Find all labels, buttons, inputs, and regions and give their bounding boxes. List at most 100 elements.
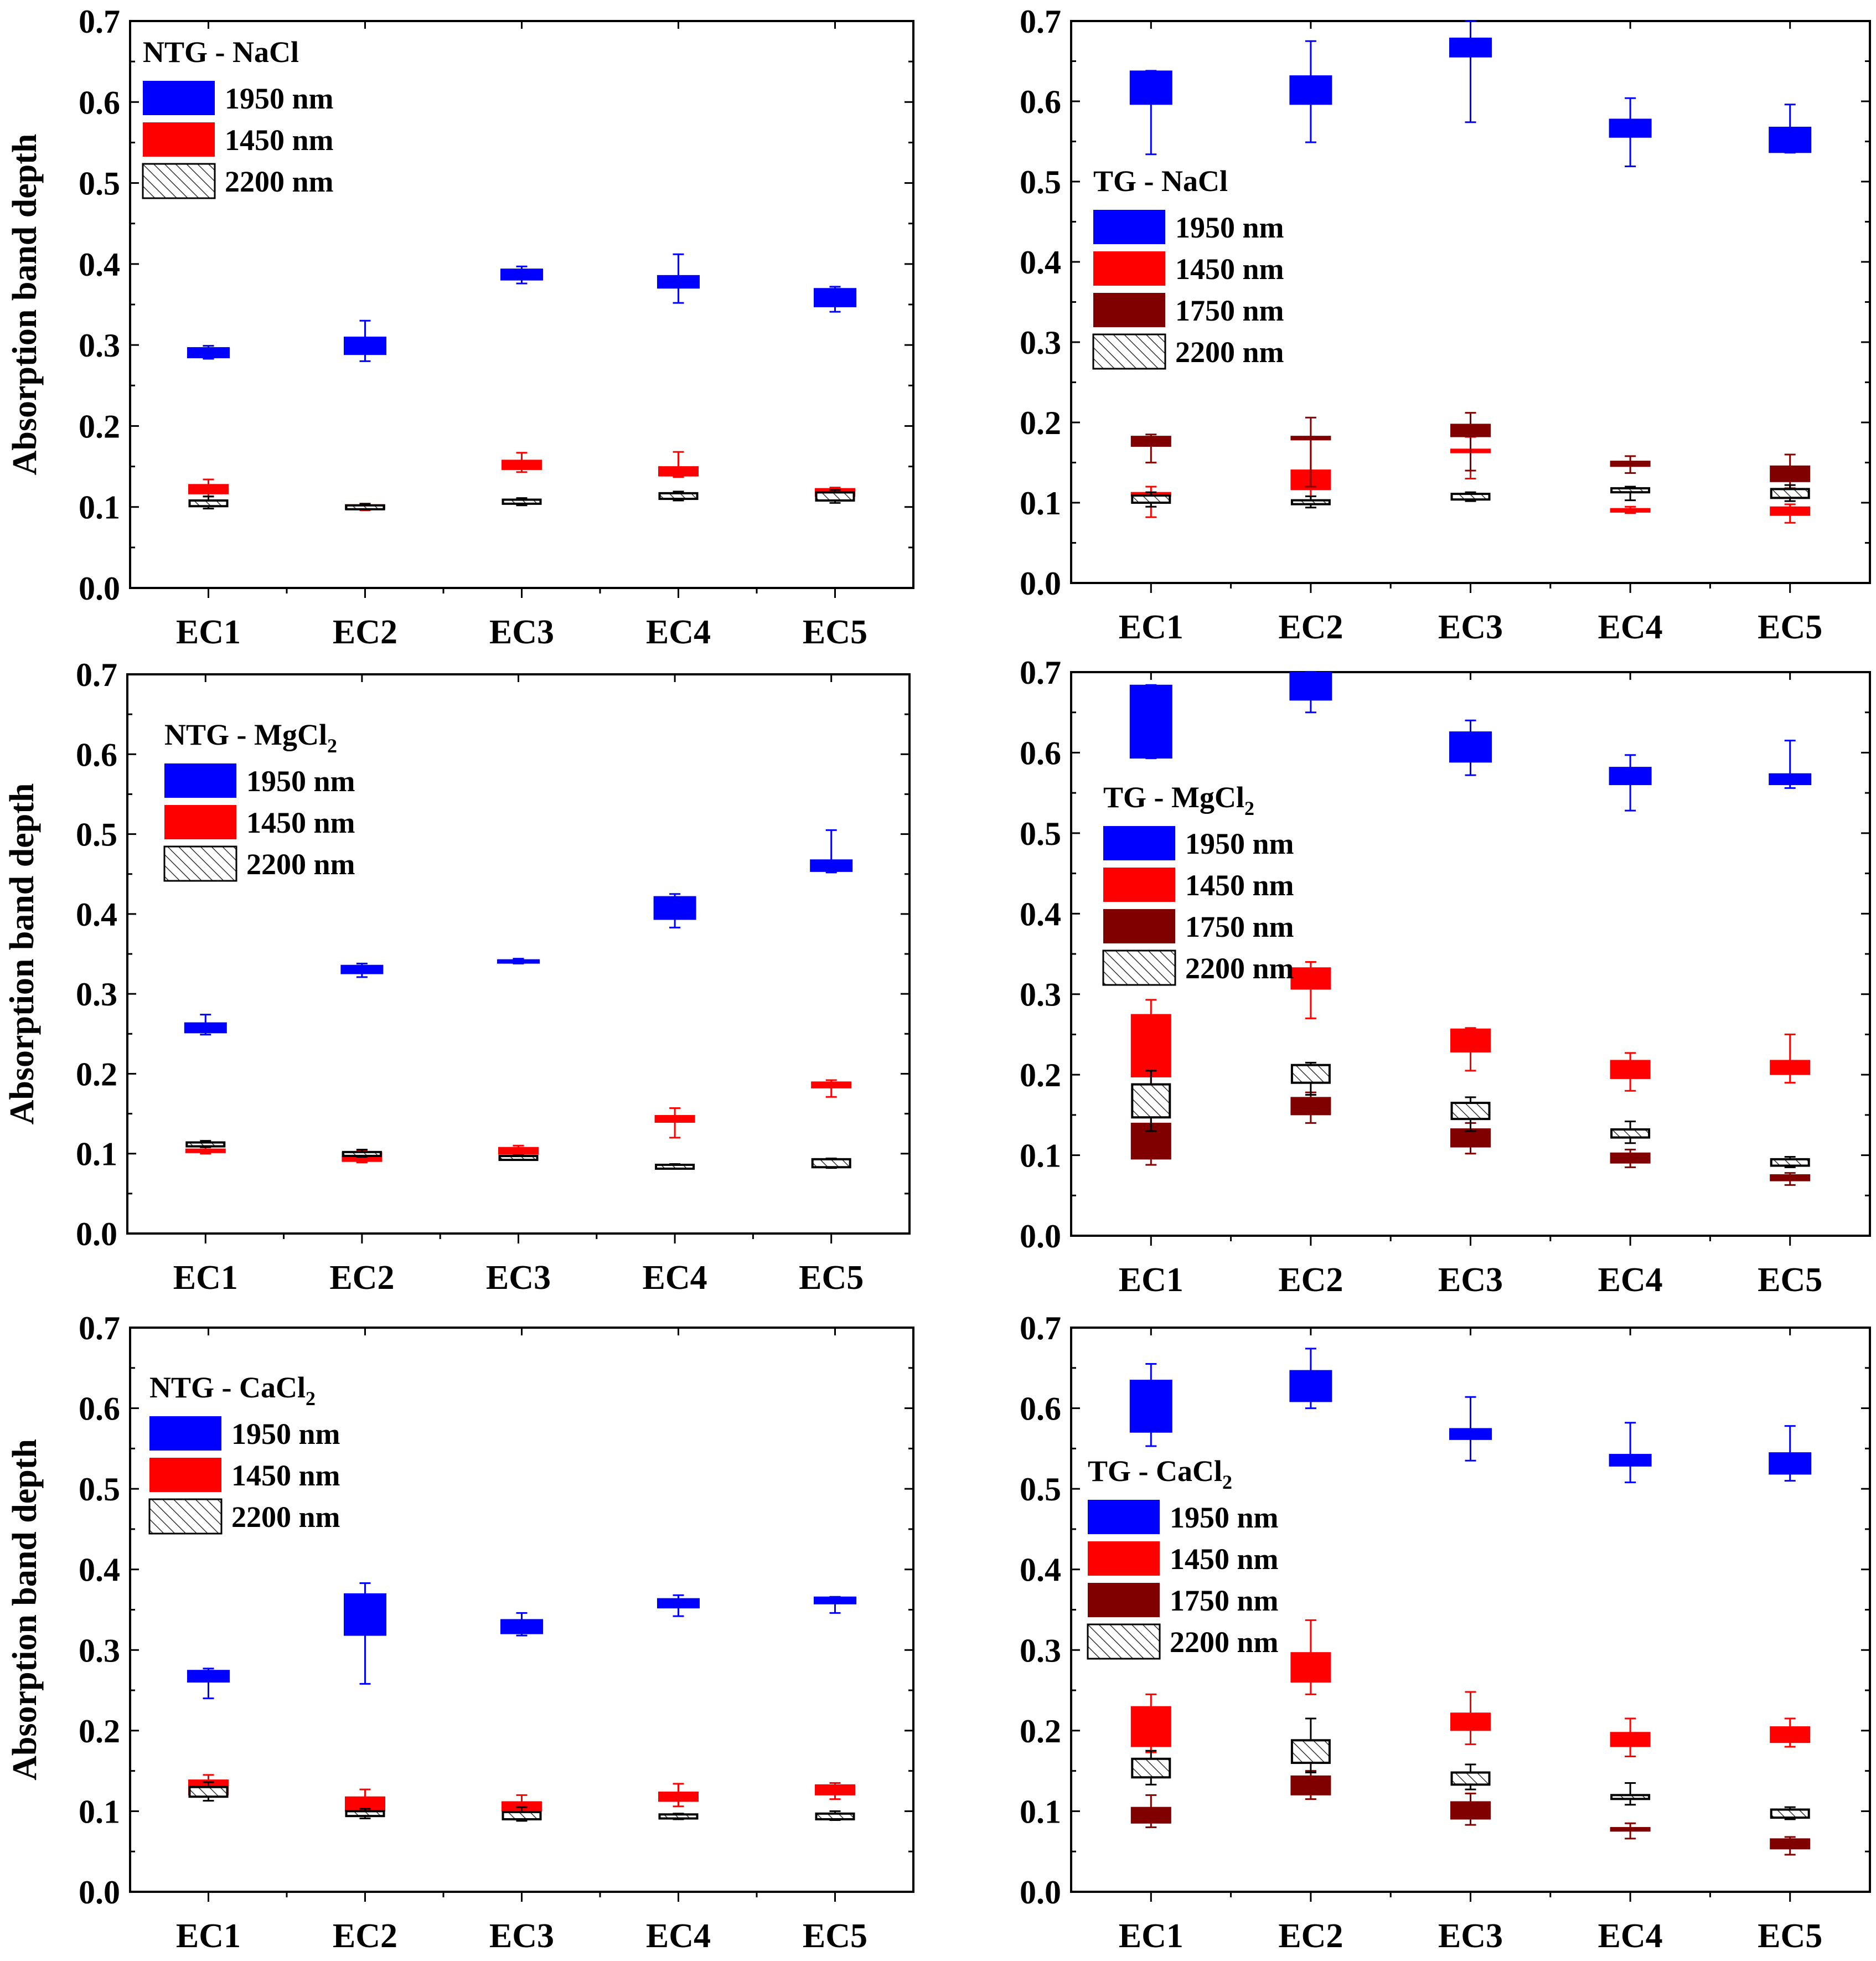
x-category-label: EC5 xyxy=(799,1259,864,1297)
box xyxy=(498,1155,539,1162)
legend-label: 2200 nm xyxy=(1170,1625,1279,1659)
x-category-label: EC1 xyxy=(173,1259,238,1297)
y-tick-label: 0.6 xyxy=(76,736,117,773)
series-2200-nm xyxy=(188,1781,855,1822)
chart-panel-5: 0.0 0.1 0.2 0.3 0.4 0.5 0.6 0.7 EC1 EC2 EC3 EC4 EC5 A… xyxy=(6,1310,914,1955)
x-category-label: EC1 xyxy=(176,1917,241,1955)
box xyxy=(657,1598,700,1609)
legend-swatch xyxy=(1102,949,1176,986)
x-category-label: EC3 xyxy=(489,613,554,651)
box xyxy=(815,1784,855,1795)
box xyxy=(1609,767,1652,786)
legend-title-subscript: 2 xyxy=(1244,797,1254,819)
legend-title-subscript: 2 xyxy=(1222,1471,1232,1493)
legend-swatch xyxy=(149,1416,221,1451)
box xyxy=(1130,1807,1171,1824)
box xyxy=(658,1813,699,1820)
legend-title-subscript: 2 xyxy=(327,735,337,757)
y-tick-label: 0.0 xyxy=(1020,1218,1061,1255)
box xyxy=(1130,1706,1171,1747)
y-tick-label: 0.5 xyxy=(79,166,120,202)
y-axis-label: Absorption band depth xyxy=(3,783,41,1125)
series-1450-nm xyxy=(185,1079,852,1164)
box xyxy=(657,275,700,289)
y-tick-label: 0.6 xyxy=(79,1391,120,1427)
legend: TG - NaCl 1950 nm 1450 nm 1750 nm 2200 nm xyxy=(1092,164,1284,370)
x-category-label: EC3 xyxy=(489,1917,554,1955)
box xyxy=(1769,126,1812,153)
x-category-label: EC4 xyxy=(646,613,711,651)
chart-panel-4: 0.0 0.1 0.2 0.3 0.4 0.5 0.6 0.7 EC1 EC2 EC3 EC4 EC5 T… xyxy=(1020,654,1871,1299)
box xyxy=(1609,118,1652,138)
legend-title: NTG - CaCl2 xyxy=(149,1371,316,1410)
y-tick-label: 0.1 xyxy=(1020,1138,1061,1174)
series-1750-nm xyxy=(1130,412,1811,489)
legend-swatch xyxy=(164,763,236,798)
box xyxy=(1129,70,1172,105)
legend-label: 2200 nm xyxy=(1175,336,1284,369)
box xyxy=(815,491,855,502)
legend-swatch xyxy=(163,845,237,882)
box xyxy=(188,484,229,494)
box xyxy=(1289,1370,1332,1402)
x-category-label: EC2 xyxy=(1278,608,1343,646)
box xyxy=(1130,1014,1171,1078)
y-tick-label: 0.4 xyxy=(1020,244,1061,281)
box xyxy=(1290,1739,1331,1764)
x-category-label: EC2 xyxy=(333,613,397,651)
box xyxy=(1610,1128,1651,1139)
legend-title-subscript: 2 xyxy=(306,1387,316,1410)
box xyxy=(1131,1757,1171,1779)
y-tick-label: 0.0 xyxy=(76,1216,117,1252)
legend-title: NTG - MgCl2 xyxy=(164,718,337,757)
series-1950-nm xyxy=(187,253,856,362)
y-tick-label: 0.3 xyxy=(1020,977,1061,1013)
series-1950-nm xyxy=(1129,20,1812,167)
y-tick-label: 0.5 xyxy=(76,817,117,853)
box xyxy=(815,1812,855,1820)
series-1950-nm xyxy=(184,829,853,1036)
legend: NTG - MgCl2 1950 nm 1450 nm 2200 nm xyxy=(163,718,355,882)
legend-label: 1450 nm xyxy=(1175,252,1284,286)
legend-swatch xyxy=(142,163,216,199)
legend-label: 1450 nm xyxy=(225,123,334,157)
legend-label: 2200 nm xyxy=(225,165,334,198)
y-tick-label: 0.0 xyxy=(1020,1874,1061,1911)
box xyxy=(187,1670,230,1683)
series-2200-nm xyxy=(188,489,855,510)
legend-title: NTG - NaCl xyxy=(143,35,299,69)
box xyxy=(1450,1028,1491,1052)
legend-title-main: NTG - MgCl xyxy=(164,718,327,751)
legend-label: 1450 nm xyxy=(231,1459,340,1492)
box xyxy=(344,337,386,355)
box xyxy=(814,1596,856,1604)
x-category-label: EC4 xyxy=(1598,1917,1663,1955)
box xyxy=(1769,773,1812,786)
y-tick-label: 0.0 xyxy=(79,1874,120,1911)
legend-label: 1950 nm xyxy=(1170,1501,1279,1534)
box xyxy=(498,1147,539,1155)
legend-swatch xyxy=(1103,868,1175,902)
box xyxy=(1610,1794,1651,1800)
box xyxy=(502,460,542,470)
box xyxy=(1770,1808,1810,1819)
y-tick-label: 0.5 xyxy=(1020,816,1061,852)
box xyxy=(497,959,540,964)
box xyxy=(1770,1060,1811,1075)
x-category-label: EC3 xyxy=(1438,1261,1503,1299)
legend-label: 1750 nm xyxy=(1185,910,1294,943)
y-tick-label: 0.0 xyxy=(1020,565,1061,602)
y-tick-label: 0.7 xyxy=(1020,654,1061,691)
x-category-label: EC1 xyxy=(1119,1917,1184,1955)
box xyxy=(655,1163,695,1170)
legend-label: 1950 nm xyxy=(231,1417,340,1451)
series-1950-nm xyxy=(1129,671,1812,812)
y-tick-label: 0.1 xyxy=(1020,1793,1061,1830)
y-tick-label: 0.4 xyxy=(76,896,117,933)
series-1750-nm xyxy=(1130,1770,1811,1856)
x-category-label: EC1 xyxy=(1119,1261,1184,1299)
box xyxy=(188,499,229,508)
box xyxy=(1289,672,1332,701)
box xyxy=(1769,1452,1812,1475)
